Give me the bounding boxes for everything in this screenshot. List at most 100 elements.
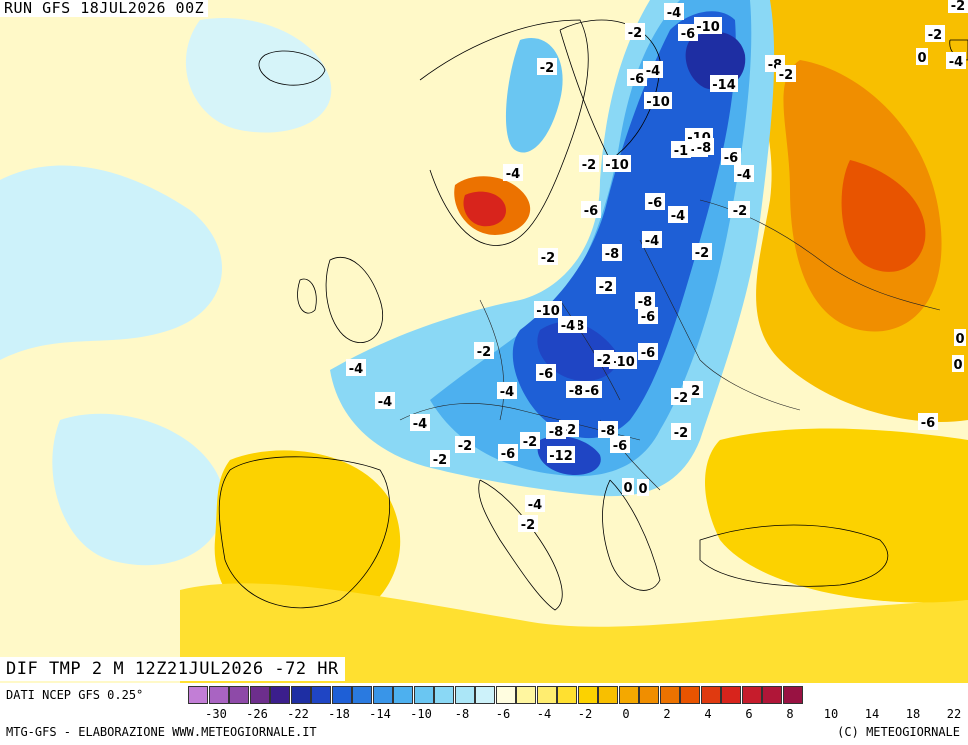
legend-swatch: [270, 686, 290, 704]
isotherm-label-box: [627, 69, 647, 86]
isotherm-label-box: [671, 388, 691, 405]
isotherm-label-box: [455, 436, 475, 453]
isotherm-label-box: [518, 515, 538, 532]
isotherm-label-box: [346, 359, 366, 376]
legend-swatch: [434, 686, 454, 704]
legend-swatch: [372, 686, 393, 704]
isotherm-label-box: [645, 193, 665, 210]
credit-right: (C) METEOGIORNALE: [837, 725, 960, 739]
isotherm-label-box: [694, 138, 714, 155]
legend-swatch: [721, 686, 741, 704]
map-title: DIF TMP 2 M 12Z21JUL2026 -72 HR: [0, 657, 345, 681]
isotherm-label: -4: [671, 209, 685, 224]
isotherm-label-box: [637, 479, 649, 496]
isotherm-label: -8: [605, 247, 619, 262]
anomaly-area-norway-hot: [463, 191, 506, 227]
isotherm-label-box: [525, 495, 545, 512]
isotherm-label-box: [692, 243, 712, 260]
isotherm-label: -2: [695, 246, 709, 261]
legend-swatch: [536, 686, 557, 704]
legend-swatch: [495, 686, 516, 704]
isotherm-label-box: [622, 478, 634, 495]
isotherm-label: -2: [477, 345, 491, 360]
isotherm-label: 0: [638, 482, 647, 497]
anomaly-area-africa-warm: [180, 583, 968, 683]
isotherm-label-box: [642, 231, 662, 248]
map-frame[interactable]: -4-6-10-2-6-4-10-14-8-2-2-10-6-1-8-6-2-1…: [0, 0, 968, 683]
anomaly-area-atlantic-cool-2: [52, 413, 224, 566]
isotherm-label: -8: [601, 424, 615, 439]
isotherm-label: -12: [549, 449, 573, 464]
isotherm-label-box: [668, 206, 688, 223]
isotherm-label: -4: [646, 64, 660, 79]
isotherm-label-box: [430, 450, 450, 467]
legend-tick-label: 2: [663, 707, 671, 721]
legend-swatch: [782, 686, 803, 704]
isotherm-label-box: [558, 316, 578, 333]
legend-swatch: [290, 686, 311, 704]
isotherm-label: -6: [641, 346, 655, 361]
credit-left: MTG-GFS - ELABORAZIONE WWW.METEOGIORNALE…: [6, 725, 317, 739]
legend-swatch: [598, 686, 618, 704]
isotherm-label: -2: [951, 0, 965, 14]
isotherm-label-box: [610, 436, 630, 453]
isotherm-label-box: [643, 61, 663, 78]
isotherm-label-box: [598, 421, 618, 438]
legend-swatch: [188, 686, 208, 704]
isotherm-label-box: [694, 17, 722, 34]
isotherm-label: -14: [712, 78, 736, 93]
legend-swatch: [557, 686, 577, 704]
isotherm-label: -2: [433, 453, 447, 468]
isotherm-label-box: [566, 381, 586, 398]
isotherm-label: -2: [523, 435, 537, 450]
isotherm-label-box: [671, 423, 691, 440]
isotherm-label: -2: [458, 439, 472, 454]
isotherm-label-box: [635, 292, 655, 309]
isotherm-label-box: [594, 350, 614, 367]
legend-swatch: [659, 686, 680, 704]
legend-tick-label: 4: [704, 707, 712, 721]
isotherm-label-box: [730, 201, 750, 218]
temperature-anomaly-map[interactable]: -4-6-10-2-6-4-10-14-8-2-2-10-6-1-8-6-2-1…: [0, 0, 968, 683]
isotherm-value-labels: -4-6-10-2-6-4-10-14-8-2-2-10-6-1-8-6-2-1…: [346, 0, 968, 533]
isotherm-label-box: [734, 165, 754, 182]
legend-tick-label: -30: [205, 707, 227, 721]
legend-swatch: [700, 686, 721, 704]
isotherm-label: 0: [955, 332, 964, 347]
isotherm-label: -4: [528, 498, 542, 513]
isotherm-label: -2: [597, 353, 611, 368]
isotherm-label-box: [538, 248, 558, 265]
isotherm-label: -8: [638, 295, 652, 310]
legend-tick-label: -8: [454, 707, 470, 721]
legend-swatch: [741, 686, 762, 704]
isotherm-label: -4: [413, 417, 427, 432]
isotherm-label-box: [916, 48, 928, 65]
isotherm-label: -6: [539, 367, 553, 382]
legend-tick-label: -10: [410, 707, 432, 721]
isotherm-label: -6: [613, 439, 627, 454]
isotherm-label-box: [638, 343, 658, 360]
isotherm-label: -4: [645, 234, 659, 249]
isotherm-label: -8: [569, 384, 583, 399]
legend-swatch: [577, 686, 598, 704]
isotherm-label-box: [925, 25, 945, 42]
data-source-label: DATI NCEP GFS 0.25°: [6, 688, 144, 702]
isotherm-label: -8: [697, 141, 711, 156]
isotherm-label: -2: [540, 61, 554, 76]
isotherm-label-box: [918, 413, 938, 430]
isotherm-label-box: [375, 392, 395, 409]
isotherm-label-box: [546, 422, 566, 439]
anomaly-area-atlantic-cool: [0, 165, 223, 360]
legend-swatch: [413, 686, 434, 704]
isotherm-label: -2: [541, 251, 555, 266]
isotherm-label-box: [946, 52, 966, 69]
isotherm-label: -4: [737, 168, 751, 183]
legend-tick-label: 14: [864, 707, 880, 721]
isotherm-label: -2: [733, 204, 747, 219]
isotherm-label-box: [948, 0, 968, 13]
isotherm-label: -6: [641, 310, 655, 325]
legend-swatch: [331, 686, 352, 704]
isotherm-label: 0: [917, 51, 926, 66]
legend-swatch: [618, 686, 639, 704]
legend-tick-label: -6: [495, 707, 511, 721]
